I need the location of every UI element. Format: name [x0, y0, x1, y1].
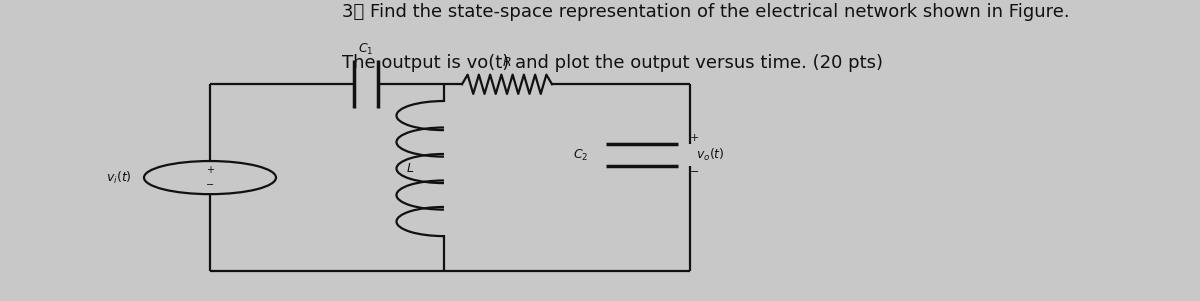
Text: $R$: $R$	[503, 56, 511, 69]
Text: +: +	[206, 165, 214, 175]
Text: $C_2$: $C_2$	[572, 147, 588, 163]
Text: −: −	[690, 166, 700, 177]
Text: 3⧸ Find the state-space representation of the electrical network shown in Figure: 3⧸ Find the state-space representation o…	[342, 3, 1069, 21]
Text: $C_1$: $C_1$	[359, 42, 373, 57]
Text: The output is vo(t) and plot the output versus time. (20 pts): The output is vo(t) and plot the output …	[342, 54, 883, 72]
Text: $v_o(t)$: $v_o(t)$	[696, 147, 725, 163]
Text: −: −	[206, 180, 214, 190]
Text: $v_i(t)$: $v_i(t)$	[107, 169, 132, 186]
Text: +: +	[690, 133, 700, 144]
Text: $L$: $L$	[406, 162, 414, 175]
